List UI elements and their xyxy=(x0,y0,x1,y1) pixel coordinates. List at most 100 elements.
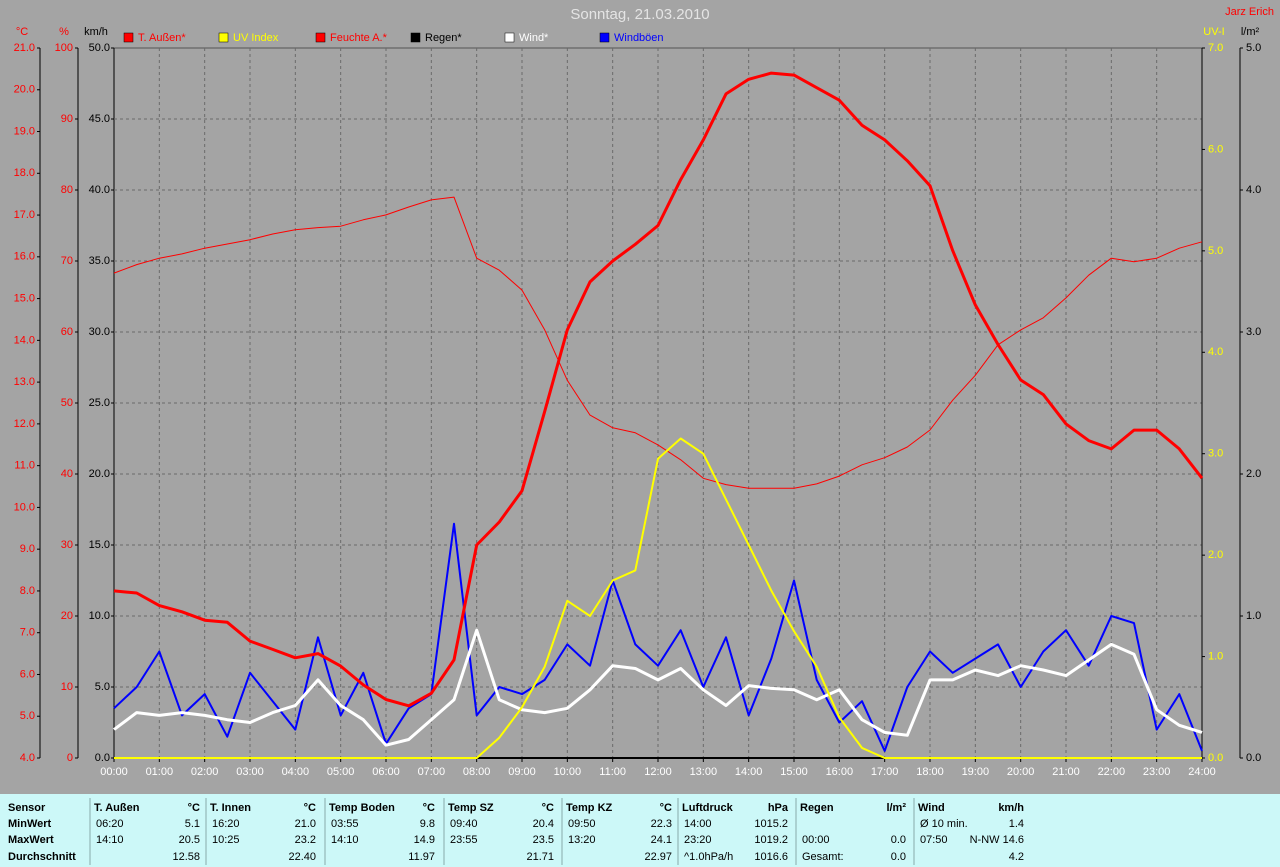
y-tick-label: 90 xyxy=(61,113,73,125)
group-unit: °C xyxy=(423,802,435,814)
y-tick-label: 80 xyxy=(61,184,73,196)
x-tick-label: 02:00 xyxy=(191,766,219,778)
x-tick-label: 17:00 xyxy=(871,766,899,778)
y-tick-label: 3.0 xyxy=(1208,448,1223,460)
y-tick-label: 7.0 xyxy=(1208,42,1223,54)
table-cell: 23.2 xyxy=(295,834,316,846)
y-tick-label: 6.0 xyxy=(20,668,35,680)
x-tick-label: 08:00 xyxy=(463,766,491,778)
series-line xyxy=(113,522,1203,752)
series-line xyxy=(114,437,1202,759)
table-cell: 09:40 xyxy=(450,818,478,830)
legend-swatch xyxy=(599,32,610,43)
row-label: Sensor xyxy=(8,802,46,814)
y-tick-label: 16.0 xyxy=(14,251,35,263)
y-tick-label: 5.0 xyxy=(20,710,35,722)
y-tick-label: 70 xyxy=(61,255,73,267)
y-tick-label: 20 xyxy=(61,610,73,622)
table-cell: N-NW 14.6 xyxy=(970,834,1024,846)
legend-label: Windböen xyxy=(614,32,664,44)
y-tick-label: 4.0 xyxy=(1246,184,1261,196)
y-axis-unit: % xyxy=(59,26,69,38)
y-tick-label: 4.0 xyxy=(20,752,35,764)
y-axis-unit: UV-I xyxy=(1203,26,1224,38)
y-tick-label: 11.0 xyxy=(14,460,35,472)
x-tick-label: 00:00 xyxy=(100,766,128,778)
y-tick-label: 1.0 xyxy=(1246,610,1261,622)
y-tick-label: 10.0 xyxy=(89,610,110,622)
group-unit: hPa xyxy=(768,802,789,814)
y-tick-label: 18.0 xyxy=(14,167,35,179)
table-cell: 06:20 xyxy=(96,818,124,830)
table-cell: ^1.0hPa/h xyxy=(684,851,733,863)
group-name: T. Innen xyxy=(210,802,251,814)
table-cell: 9.8 xyxy=(420,818,435,830)
chart-title: Sonntag, 21.03.2010 xyxy=(570,6,709,23)
series-line xyxy=(113,71,1204,708)
x-tick-label: 10:00 xyxy=(554,766,582,778)
row-label: MinWert xyxy=(8,818,52,830)
table-cell: 22.40 xyxy=(288,851,316,863)
x-tick-label: 03:00 xyxy=(236,766,264,778)
table-cell: 1016.6 xyxy=(754,851,788,863)
y-tick-label: 5.0 xyxy=(1246,42,1261,54)
y-tick-label: 8.0 xyxy=(20,585,35,597)
y-tick-label: 50.0 xyxy=(89,42,110,54)
y-tick-label: 0 xyxy=(67,752,73,764)
table-cell: 1015.2 xyxy=(754,818,788,830)
series-line xyxy=(113,196,1203,489)
legend-swatch xyxy=(218,32,229,43)
y-tick-label: 13.0 xyxy=(14,376,35,388)
table-cell: 21.0 xyxy=(295,818,316,830)
table-cell: 1019.2 xyxy=(754,834,788,846)
table-cell: 14:10 xyxy=(331,834,359,846)
x-tick-label: 07:00 xyxy=(418,766,446,778)
y-tick-label: 45.0 xyxy=(89,113,110,125)
x-tick-label: 22:00 xyxy=(1098,766,1126,778)
x-tick-label: 20:00 xyxy=(1007,766,1035,778)
row-label: Durchschnitt xyxy=(8,851,76,863)
x-tick-label: 06:00 xyxy=(372,766,400,778)
y-tick-label: 4.0 xyxy=(1208,346,1223,358)
group-unit: km/h xyxy=(998,802,1024,814)
table-cell: 00:00 xyxy=(802,834,830,846)
y-axis-unit: °C xyxy=(16,26,28,38)
y-tick-label: 0.0 xyxy=(1246,752,1261,764)
y-tick-label: 15.0 xyxy=(14,292,35,304)
y-axis-unit: km/h xyxy=(84,26,108,38)
x-tick-label: 23:00 xyxy=(1143,766,1171,778)
group-unit: l/m² xyxy=(886,802,906,814)
group-unit: °C xyxy=(660,802,672,814)
y-tick-label: 25.0 xyxy=(89,397,110,409)
group-name: Regen xyxy=(800,802,834,814)
table-cell: 13:20 xyxy=(568,834,596,846)
y-tick-label: 5.0 xyxy=(95,681,110,693)
y-tick-label: 21.0 xyxy=(14,42,35,54)
table-cell: 09:50 xyxy=(568,818,596,830)
y-tick-label: 10 xyxy=(61,681,73,693)
x-tick-label: 16:00 xyxy=(826,766,854,778)
author: Jarz Erich xyxy=(1225,6,1274,18)
x-tick-label: 14:00 xyxy=(735,766,763,778)
group-unit: °C xyxy=(542,802,554,814)
y-tick-label: 7.0 xyxy=(20,627,35,639)
legend-label: Wind* xyxy=(519,32,549,44)
y-tick-label: 2.0 xyxy=(1246,468,1261,480)
table-cell: 12.58 xyxy=(172,851,200,863)
y-tick-label: 3.0 xyxy=(1246,326,1261,338)
y-tick-label: 50 xyxy=(61,397,73,409)
y-tick-label: 12.0 xyxy=(14,418,35,430)
legend-swatch xyxy=(315,32,326,43)
group-name: Luftdruck xyxy=(682,802,734,814)
table-cell: 20.5 xyxy=(179,834,200,846)
legend-label: T. Außen* xyxy=(138,32,186,44)
table-cell: 14:10 xyxy=(96,834,124,846)
x-tick-label: 01:00 xyxy=(146,766,174,778)
y-tick-label: 2.0 xyxy=(1208,549,1223,561)
legend-swatch xyxy=(123,32,134,43)
group-name: Temp KZ xyxy=(566,802,613,814)
table-cell: 24.1 xyxy=(651,834,672,846)
group-unit: °C xyxy=(188,802,200,814)
y-tick-label: 17.0 xyxy=(14,209,35,221)
